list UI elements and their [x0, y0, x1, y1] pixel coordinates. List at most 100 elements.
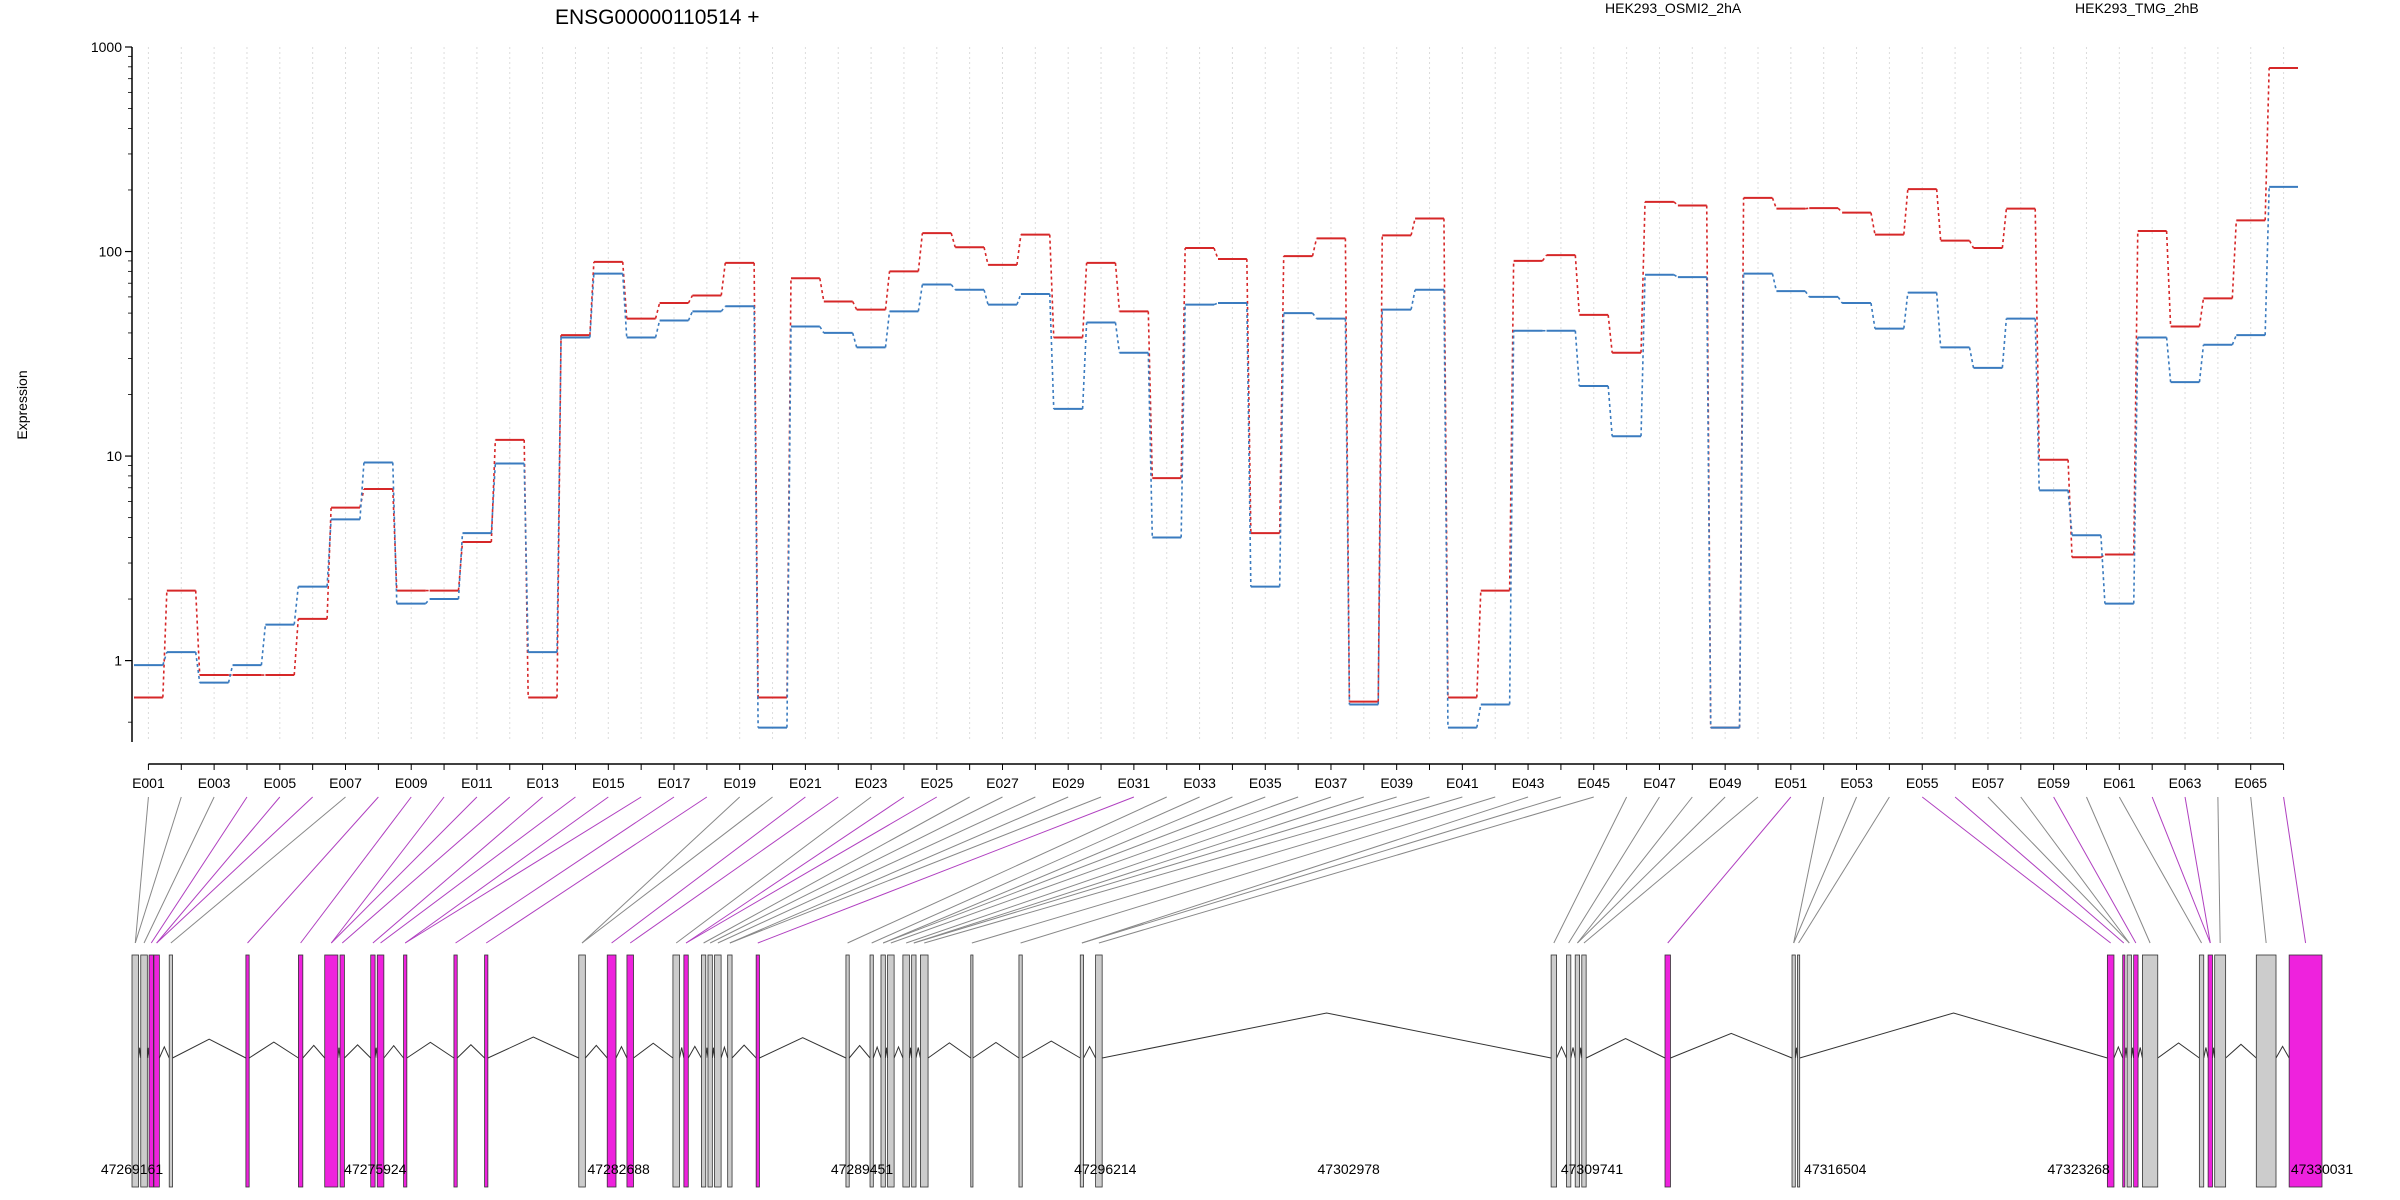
x-tick-label: E027: [986, 775, 1019, 791]
series-connector: [1246, 303, 1252, 587]
series-connector: [490, 439, 497, 543]
series-connector: [687, 311, 694, 321]
exon-connector: [581, 796, 773, 944]
genomic-coordinate-label: 47330031: [2291, 1161, 2354, 1177]
series-connector: [1574, 330, 1581, 387]
x-tick-label: E053: [1840, 775, 1873, 791]
exon-connector: [156, 796, 281, 944]
chart-title: ENSG00000110514 +: [555, 6, 760, 29]
exon-connector: [1987, 796, 2130, 944]
series-connector: [2165, 230, 2172, 327]
intron-line: [915, 1047, 921, 1059]
series-connector: [884, 311, 891, 348]
series-connector: [523, 463, 529, 653]
exon-block: [683, 954, 689, 1188]
exon-block: [245, 954, 250, 1188]
exon-block: [2133, 954, 2139, 1188]
exon-connector: [2086, 796, 2151, 944]
x-tick-label: E019: [723, 775, 756, 791]
exon-connector: [1098, 796, 1594, 944]
series-connector: [2034, 318, 2041, 491]
exon-connector: [485, 796, 708, 944]
exon-connector: [890, 796, 1299, 944]
legend-series-2: HEK293_TMG_2hB: [2075, 0, 2199, 16]
x-tick-label: E005: [263, 775, 296, 791]
exon-block: [2142, 954, 2159, 1188]
exon-block: [1018, 954, 1023, 1188]
intron-line: [2113, 1045, 2124, 1059]
series-connector: [1114, 262, 1121, 312]
series-connector: [2067, 490, 2073, 536]
series-connector: [1147, 352, 1154, 538]
exon-block: [2214, 954, 2227, 1188]
exon-connector: [1081, 796, 1562, 944]
exon-connector: [1577, 796, 1693, 944]
y-tick-label: 100: [99, 244, 123, 260]
genomic-coordinate-label: 47282688: [588, 1161, 651, 1177]
series-connector: [983, 289, 989, 305]
exon-block: [902, 954, 910, 1188]
intron-line: [456, 1044, 485, 1059]
exon-connector: [455, 796, 675, 944]
intron-line: [1570, 1047, 1576, 1059]
intron-line: [759, 1037, 847, 1059]
exon-connector: [134, 796, 149, 944]
intron-line: [615, 1045, 628, 1059]
intron-line: [1799, 1012, 2108, 1059]
x-tick-label: E043: [1512, 775, 1545, 791]
exon-block: [911, 954, 917, 1188]
exon-block: [701, 954, 707, 1188]
exon-connector: [913, 796, 1397, 944]
intron-line: [584, 1044, 608, 1059]
genomic-coordinate-label: 47316504: [1804, 1161, 1867, 1177]
series-connector: [2264, 67, 2270, 221]
exon-connector: [882, 796, 1266, 944]
x-tick-label: E035: [1249, 775, 1282, 791]
series-connector: [2132, 337, 2139, 604]
exon-block: [1574, 954, 1580, 1188]
series-connector: [1443, 289, 1449, 728]
exon-block: [970, 954, 974, 1188]
exon-block: [131, 954, 139, 1188]
exon-connector: [143, 796, 215, 944]
series-connector: [162, 590, 168, 698]
series-connector: [260, 624, 267, 666]
exon-connector: [1793, 796, 1858, 944]
x-tick-label: E061: [2103, 775, 2136, 791]
series-connector: [293, 586, 300, 625]
exon-block: [1095, 954, 1103, 1188]
exon-connector: [1583, 796, 1759, 944]
series-connector: [1180, 304, 1186, 538]
exon-connector: [330, 796, 445, 944]
series-connector: [1016, 234, 1022, 266]
exon-block: [2122, 954, 2126, 1188]
genomic-coordinate-label: 47309741: [1561, 1161, 1624, 1177]
x-tick-label: E033: [1183, 775, 1216, 791]
exon-connector: [703, 796, 970, 944]
series-connector: [654, 320, 661, 338]
intron-line: [1556, 1045, 1567, 1059]
exon-block: [453, 954, 458, 1188]
exon-block: [755, 954, 760, 1188]
exon-block: [484, 954, 489, 1188]
exon-connector: [913, 796, 1364, 944]
exon-block: [370, 954, 376, 1188]
x-tick-label: E039: [1380, 775, 1413, 791]
legend-series-1: HEK293_OSMI2_2hA: [1605, 0, 1742, 16]
genomic-coordinate-label: 47323268: [2048, 1161, 2111, 1177]
series-connector: [1180, 248, 1186, 479]
series-connector: [2100, 535, 2106, 604]
series-connector: [1475, 704, 1482, 728]
series-connector: [1410, 218, 1416, 236]
exon-connector: [906, 796, 1332, 944]
exon-connector: [685, 796, 905, 944]
y-axis: 1 10 100 1000: [91, 39, 133, 742]
x-axis: E001 E003 E005 E007 E009 E011 E013 E015 E017 E019…: [132, 763, 2285, 791]
y-tick-label: 1: [114, 653, 122, 669]
x-tick-label: E063: [2169, 775, 2202, 791]
series-connector: [1805, 207, 1810, 210]
exon-block: [880, 954, 886, 1188]
series-connector: [1903, 292, 1909, 329]
series-connector: [1870, 212, 1876, 235]
series-connector: [1475, 590, 1482, 698]
